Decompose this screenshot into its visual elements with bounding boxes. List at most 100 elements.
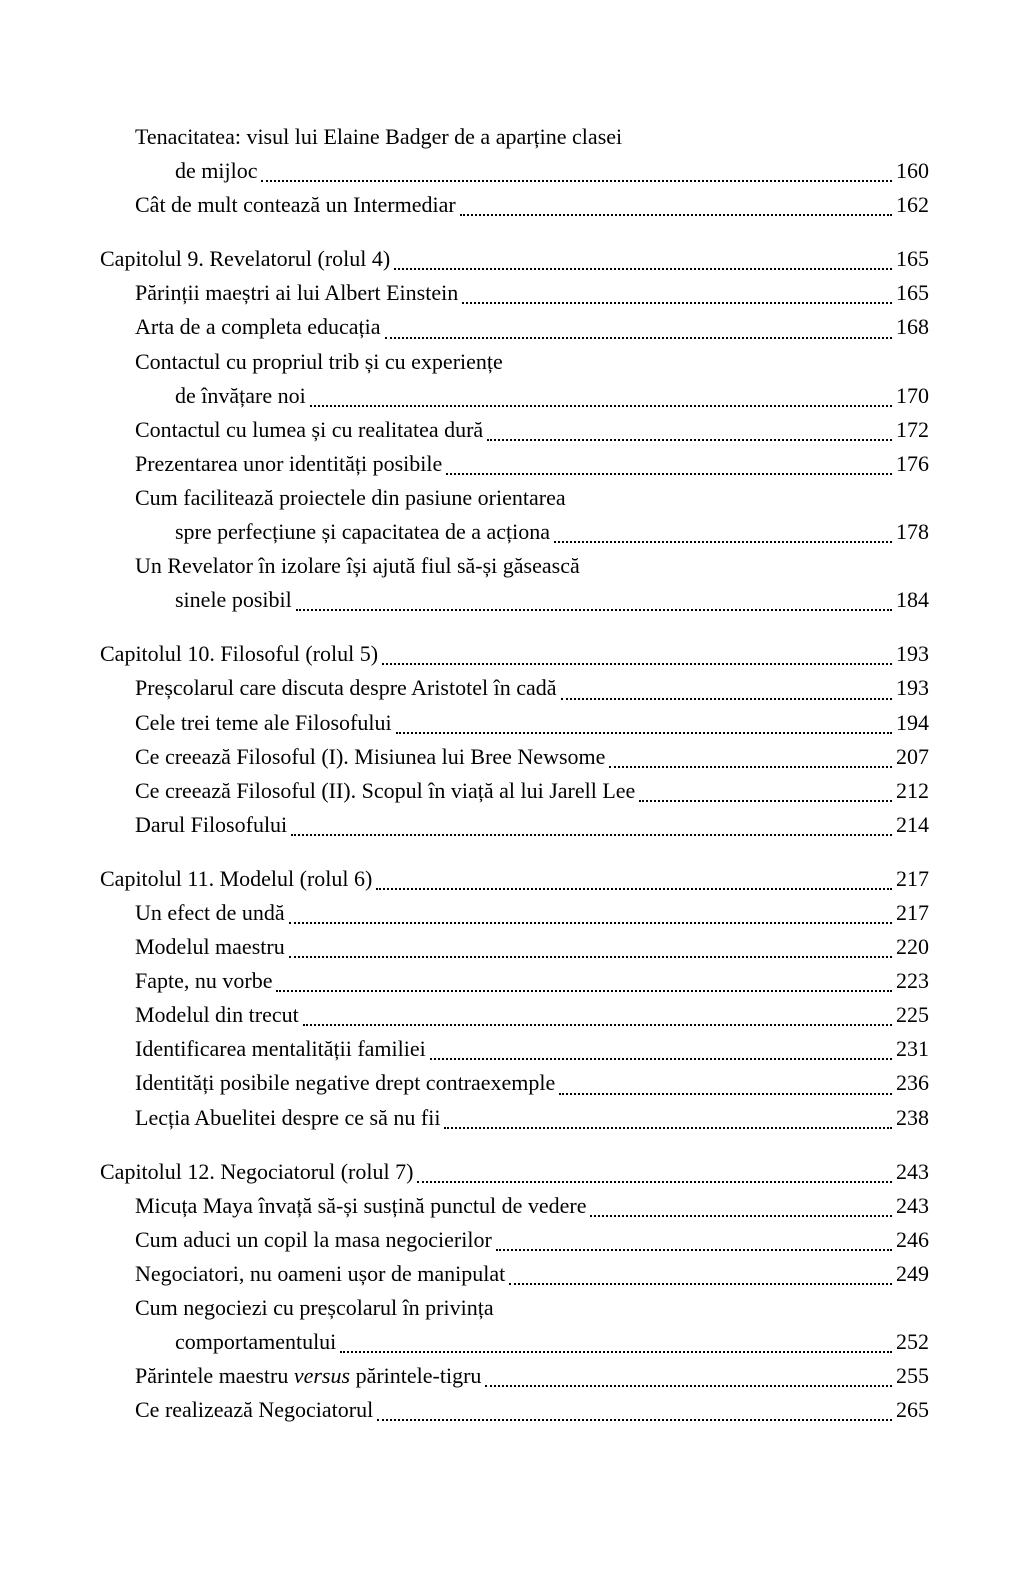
toc-entry: Cum facilitează proiectele din pasiune o… (100, 481, 929, 549)
entry-text-line2: de învățare noi170 (135, 379, 929, 413)
leader-dots (377, 1419, 892, 1421)
leader-dots (639, 800, 892, 802)
entry-text: Părinții maeștri ai lui Albert Einstein (135, 276, 458, 310)
page-number: 207 (896, 740, 929, 774)
leader-dots (590, 1215, 892, 1217)
toc-entry: Contactul cu lumea și cu realitatea dură… (100, 413, 929, 447)
page-number: 265 (896, 1393, 929, 1427)
leader-dots (376, 888, 892, 890)
toc-entry: Darul Filosofului214 (100, 808, 929, 842)
entry-text-line1: Contactul cu propriul trib și cu experie… (135, 345, 929, 379)
toc-chapter: Capitolul 10. Filosoful (rolul 5) 193 (100, 637, 929, 671)
entry-text: Cum aduci un copil la masa negocierilor (135, 1223, 492, 1257)
toc-section: Capitolul 9. Revelatorul (rolul 4)165Păr… (100, 242, 929, 617)
table-of-contents: Tenacitatea: visul lui Elaine Badger de … (100, 120, 929, 1427)
leader-dots (291, 834, 892, 836)
entry-text-line1: Tenacitatea: visul lui Elaine Badger de … (135, 120, 929, 154)
toc-section: Capitolul 11. Modelul (rolul 6)217Un efe… (100, 862, 929, 1135)
chapter-title: Capitolul 9. Revelatorul (rolul 4) (100, 242, 390, 276)
page-number: 194 (896, 706, 929, 740)
toc-entry: Prezentarea unor identități posibile 176 (100, 447, 929, 481)
entry-text: Ce creează Filosoful (I). Misiunea lui B… (135, 740, 605, 774)
leader-dots (417, 1181, 892, 1183)
page-number: 176 (896, 447, 929, 481)
page-number: 217 (896, 896, 929, 930)
entry-text: Ce realizează Negociatorul (135, 1393, 373, 1427)
leader-dots (462, 302, 892, 304)
toc-entry: Ce creează Filosoful (II). Scopul în via… (100, 774, 929, 808)
toc-chapter: Capitolul 12. Negociatorul (rolul 7) 243 (100, 1155, 929, 1189)
leader-dots (487, 439, 892, 441)
entry-text: Un efect de undă (135, 896, 285, 930)
toc-section: Capitolul 12. Negociatorul (rolul 7) 243 M… (100, 1155, 929, 1428)
page-number: 172 (896, 413, 929, 447)
page-number: 252 (896, 1325, 929, 1359)
entry-text: Preșcolarul care discuta despre Aristote… (135, 671, 557, 705)
toc-entry: Cele trei teme ale Filosofului 194 (100, 706, 929, 740)
page-number: 217 (896, 862, 929, 896)
leader-dots (394, 268, 892, 270)
page-number: 165 (896, 276, 929, 310)
toc-entry: Părinții maeștri ai lui Albert Einstein 1… (100, 276, 929, 310)
leader-dots (609, 766, 892, 768)
entry-text: Arta de a completa educația (135, 310, 381, 344)
entry-text: Prezentarea unor identități posibile (135, 447, 442, 481)
leader-dots (385, 337, 892, 339)
toc-section: Capitolul 10. Filosoful (rolul 5) 193 Preș… (100, 637, 929, 842)
toc-entry: Ce creează Filosoful (I). Misiunea lui B… (100, 740, 929, 774)
entry-text: Fapte, nu vorbe (135, 964, 272, 998)
entry-text: Cele trei teme ale Filosofului (135, 706, 392, 740)
page-number: 225 (896, 998, 929, 1032)
leader-dots (444, 1127, 892, 1129)
chapter-title: Capitolul 12. Negociatorul (rolul 7) (100, 1155, 413, 1189)
leader-dots (485, 1385, 892, 1387)
toc-entry: Fapte, nu vorbe 223 (100, 964, 929, 998)
page-number: 223 (896, 964, 929, 998)
toc-entry: Un efect de undă 217 (100, 896, 929, 930)
entry-text-line1: Un Revelator în izolare își ajută fiul s… (135, 549, 929, 583)
chapter-title: Capitolul 10. Filosoful (rolul 5) (100, 637, 378, 671)
page-number: 255 (896, 1359, 929, 1393)
page-number: 168 (896, 310, 929, 344)
toc-entry: Tenacitatea: visul lui Elaine Badger de … (100, 120, 929, 188)
page-number: 249 (896, 1257, 929, 1291)
entry-text: Cât de mult contează un Intermediar (135, 188, 456, 222)
entry-text: Identificarea mentalității familiei (135, 1032, 426, 1066)
page-number: 184 (896, 583, 929, 617)
toc-entry: Micuța Maya învață să-și susțină punctul… (100, 1189, 929, 1223)
toc-entry: Preșcolarul care discuta despre Aristote… (100, 671, 929, 705)
page-number: 160 (896, 154, 929, 188)
leader-dots (496, 1249, 892, 1251)
toc-entry: Modelul maestru220 (100, 930, 929, 964)
entry-text: Părintele maestru versus părintele-tigru (135, 1359, 481, 1393)
page-number: 162 (896, 188, 929, 222)
page-number: 170 (896, 379, 929, 413)
toc-entry: Cât de mult contează un Intermediar 162 (100, 188, 929, 222)
entry-text: Identități posibile negative drept contr… (135, 1066, 555, 1100)
toc-entry: Cum aduci un copil la masa negocierilor 2… (100, 1223, 929, 1257)
entry-text-line2: comportamentului252 (135, 1325, 929, 1359)
entry-text-line1: Cum facilitează proiectele din pasiune o… (135, 481, 929, 515)
leader-dots (396, 732, 892, 734)
page-number: 220 (896, 930, 929, 964)
page-number: 178 (896, 515, 929, 549)
toc-entry: Identificarea mentalității familiei231 (100, 1032, 929, 1066)
toc-entry: Arta de a completa educația 168 (100, 310, 929, 344)
leader-dots (303, 1024, 892, 1026)
toc-entry: Ce realizează Negociatorul 265 (100, 1393, 929, 1427)
page-number: 246 (896, 1223, 929, 1257)
leader-dots (382, 663, 892, 665)
page-number: 243 (896, 1189, 929, 1223)
page-number: 243 (896, 1155, 929, 1189)
page-number: 212 (896, 774, 929, 808)
toc-chapter: Capitolul 11. Modelul (rolul 6)217 (100, 862, 929, 896)
leader-dots (310, 405, 892, 407)
entry-text: Modelul din trecut (135, 998, 299, 1032)
entry-text: Ce creează Filosoful (II). Scopul în via… (135, 774, 635, 808)
page-number: 193 (896, 637, 929, 671)
toc-chapter: Capitolul 9. Revelatorul (rolul 4)165 (100, 242, 929, 276)
entry-text: Lecția Abuelitei despre ce să nu fii (135, 1101, 440, 1135)
entry-text: Micuța Maya învață să-și susțină punctul… (135, 1189, 586, 1223)
leader-dots (446, 473, 892, 475)
toc-entry: Lecția Abuelitei despre ce să nu fii238 (100, 1101, 929, 1135)
